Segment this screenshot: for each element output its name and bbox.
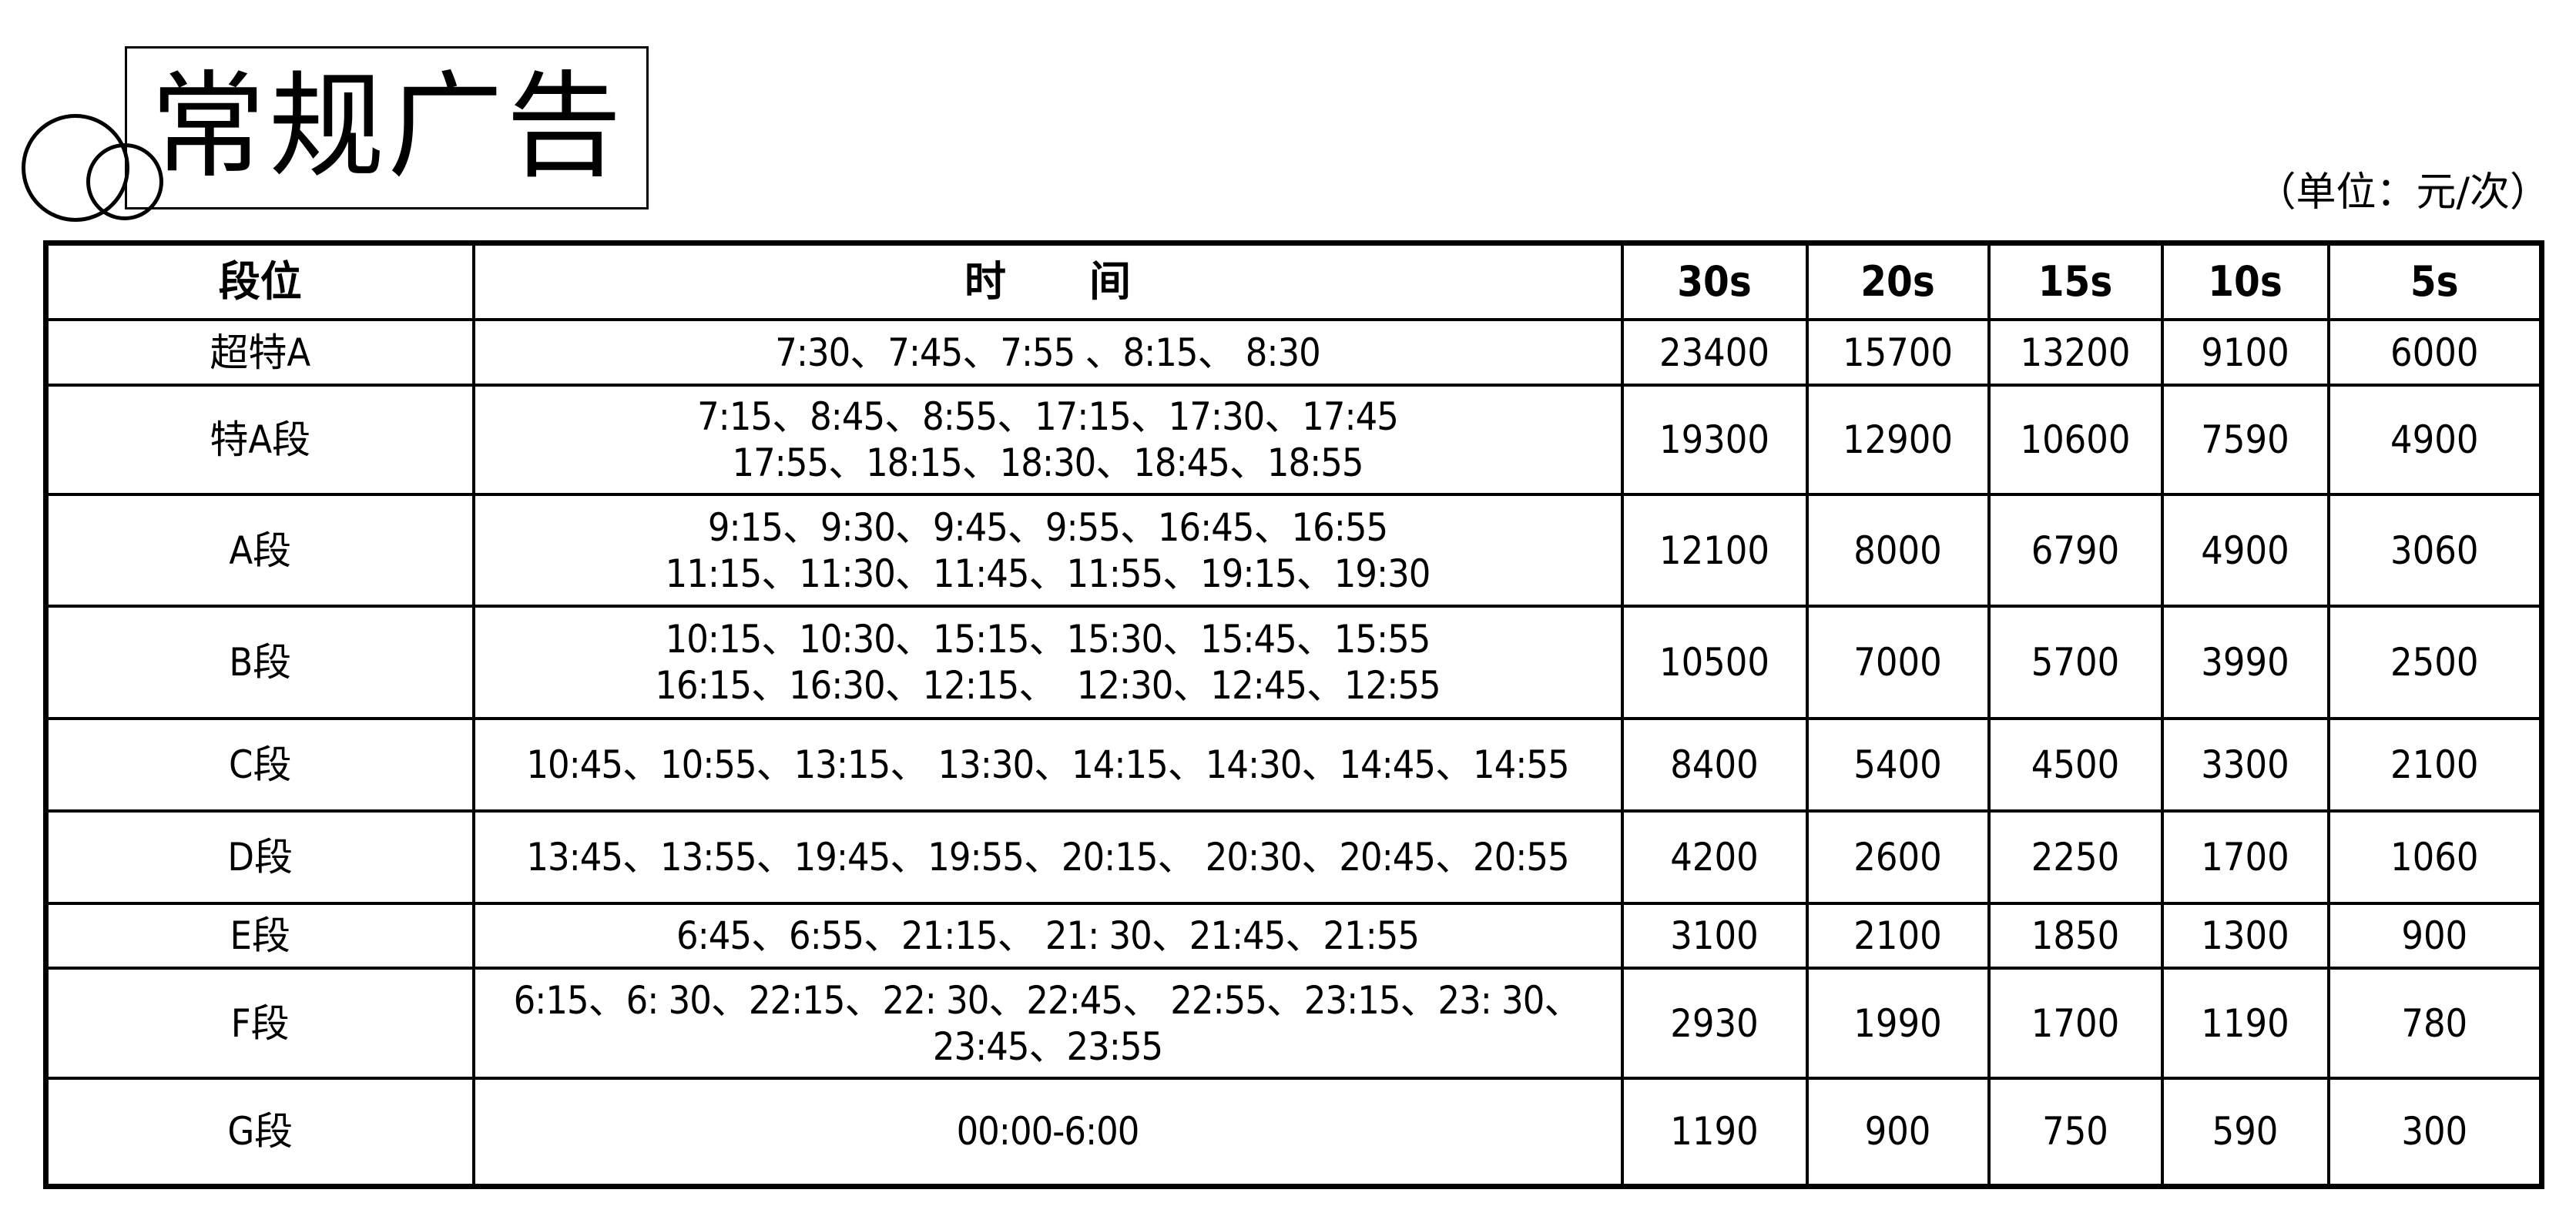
price-cell-5s: 6000 <box>2326 318 2544 387</box>
price-cell-5s: 2100 <box>2326 717 2544 813</box>
segment-cell: D段 <box>44 809 475 905</box>
unit-label: （单位：元/次） <box>2256 169 2550 216</box>
time-line: 7:15、8:45、8:55、17:15、17:30、17:45 <box>697 394 1399 439</box>
price-cell-30s: 1190 <box>1620 1077 1809 1188</box>
price-cell-10s: 1700 <box>2160 809 2330 905</box>
time-line: 10:45、10:55、13:15、 13:30、14:15、14:30、14:… <box>526 742 1569 787</box>
time-line: 6:15、6: 30、22:15、22: 30、22:45、 22:55、23:… <box>513 977 1583 1023</box>
time-line: 13:45、13:55、19:45、19:55、20:15、 20:30、20:… <box>526 835 1569 880</box>
price-cell-10s: 1190 <box>2160 967 2330 1080</box>
price-cell-5s: 1060 <box>2326 809 2544 905</box>
time-cell: 7:15、8:45、8:55、17:15、17:30、17:45 17:55、18… <box>471 384 1624 496</box>
table-row: G段 00:00-6:00 1190 900 750 590 300 <box>44 1077 2544 1188</box>
price-cell-30s: 12100 <box>1620 493 1809 608</box>
price-cell-15s: 2250 <box>1987 809 2164 905</box>
price-cell-30s: 10500 <box>1620 605 1809 720</box>
price-cell-20s: 5400 <box>1805 717 1991 813</box>
price-cell-10s: 3300 <box>2160 717 2330 813</box>
time-cell: 13:45、13:55、19:45、19:55、20:15、 20:30、20:… <box>471 809 1624 905</box>
time-line: 11:15、11:30、11:45、11:55、19:15、19:30 <box>665 551 1431 596</box>
segment-cell: A段 <box>44 493 475 608</box>
segment-cell: C段 <box>44 717 475 813</box>
price-cell-15s: 750 <box>1987 1077 2164 1188</box>
time-line: 17:55、18:15、18:30、18:45、18:55 <box>732 441 1363 485</box>
time-cell: 10:45、10:55、13:15、 13:30、14:15、14:30、14:… <box>471 717 1624 813</box>
price-cell-20s: 900 <box>1805 1077 1991 1188</box>
header-segment: 段位 <box>44 241 475 321</box>
table-row: C段 10:45、10:55、13:15、 13:30、14:15、14:30、1… <box>44 717 2544 813</box>
table-row: 特A段 7:15、8:45、8:55、17:15、17:30、17:45 17:55… <box>44 384 2544 496</box>
time-line: 23:45、23:55 <box>932 1024 1163 1069</box>
time-line: 6:45、6:55、21:15、 21: 30、21:45、21:55 <box>676 913 1420 958</box>
price-cell-10s: 3990 <box>2160 605 2330 720</box>
price-cell-30s: 4200 <box>1620 809 1809 905</box>
time-line: 7:30、7:45、7:55 、8:15、 8:30 <box>775 330 1321 375</box>
price-cell-20s: 2100 <box>1805 902 1991 970</box>
price-cell-20s: 2600 <box>1805 809 1991 905</box>
page-title: 常规广告 <box>150 60 626 194</box>
price-cell-15s: 5700 <box>1987 605 2164 720</box>
price-cell-15s: 10600 <box>1987 384 2164 496</box>
time-cell: 00:00-6:00 <box>471 1077 1624 1188</box>
time-line: 9:15、9:30、9:45、9:55、16:45、16:55 <box>707 504 1388 550</box>
price-cell-15s: 1850 <box>1987 902 2164 970</box>
header-15s: 15s <box>1987 241 2164 321</box>
price-cell-10s: 590 <box>2160 1077 2330 1188</box>
price-cell-20s: 7000 <box>1805 605 1991 720</box>
price-cell-5s: 300 <box>2326 1077 2544 1188</box>
segment-cell: G段 <box>44 1077 475 1188</box>
price-cell-20s: 15700 <box>1805 318 1991 387</box>
price-cell-10s: 1300 <box>2160 902 2330 970</box>
time-cell: 6:15、6: 30、22:15、22: 30、22:45、 22:55、23:… <box>471 967 1624 1080</box>
price-cell-5s: 900 <box>2326 902 2544 970</box>
time-cell: 10:15、10:30、15:15、15:30、15:45、15:55 16:15… <box>471 605 1624 720</box>
price-cell-15s: 1700 <box>1987 967 2164 1080</box>
segment-cell: F段 <box>44 967 475 1080</box>
price-cell-10s: 7590 <box>2160 384 2330 496</box>
time-cell: 9:15、9:30、9:45、9:55、16:45、16:55 11:15、11:… <box>471 493 1624 608</box>
time-line: 16:15、16:30、12:15、 12:30、12:45、12:55 <box>655 663 1441 708</box>
price-cell-20s: 8000 <box>1805 493 1991 608</box>
segment-cell: 超特A <box>44 318 475 387</box>
price-cell-5s: 3060 <box>2326 493 2544 608</box>
table-header-row: 段位 时 间 30s 20s 15s 10s 5s <box>44 241 2544 321</box>
price-cell-30s: 23400 <box>1620 318 1809 387</box>
price-cell-5s: 4900 <box>2326 384 2544 496</box>
price-cell-5s: 780 <box>2326 967 2544 1080</box>
price-cell-15s: 4500 <box>1987 717 2164 813</box>
price-cell-30s: 19300 <box>1620 384 1809 496</box>
time-line: 10:15、10:30、15:15、15:30、15:45、15:55 <box>665 617 1431 662</box>
time-cell: 6:45、6:55、21:15、 21: 30、21:45、21:55 <box>471 902 1624 970</box>
segment-cell: E段 <box>44 902 475 970</box>
price-cell-20s: 12900 <box>1805 384 1991 496</box>
time-line: 00:00-6:00 <box>956 1109 1140 1154</box>
time-cell: 7:30、7:45、7:55 、8:15、 8:30 <box>471 318 1624 387</box>
table-row: F段 6:15、6: 30、22:15、22: 30、22:45、 22:55、2… <box>44 967 2544 1080</box>
segment-cell: B段 <box>44 605 475 720</box>
price-cell-5s: 2500 <box>2326 605 2544 720</box>
table-row: 超特A 7:30、7:45、7:55 、8:15、 8:30 23400 15700 1… <box>44 318 2544 387</box>
price-cell-20s: 1990 <box>1805 967 1991 1080</box>
decorative-circle-small <box>86 143 163 220</box>
price-cell-15s: 6790 <box>1987 493 2164 608</box>
price-cell-30s: 3100 <box>1620 902 1809 970</box>
segment-cell: 特A段 <box>44 384 475 496</box>
table-row: E段 6:45、6:55、21:15、 21: 30、21:45、21:55 310… <box>44 902 2544 970</box>
ad-price-table: 段位 时 间 30s 20s 15s 10s 5s 超特A 7:30、7:45、7… <box>43 240 2544 1189</box>
header-5s: 5s <box>2326 241 2544 321</box>
table-row: A段 9:15、9:30、9:45、9:55、16:45、16:55 11:15、1… <box>44 493 2544 608</box>
price-cell-10s: 9100 <box>2160 318 2330 387</box>
header-time: 时 间 <box>471 241 1624 321</box>
price-cell-10s: 4900 <box>2160 493 2330 608</box>
header-30s: 30s <box>1620 241 1809 321</box>
title-box: 常规广告 <box>125 46 649 209</box>
price-cell-30s: 8400 <box>1620 717 1809 813</box>
header-10s: 10s <box>2160 241 2330 321</box>
price-cell-15s: 13200 <box>1987 318 2164 387</box>
table-row: B段 10:15、10:30、15:15、15:30、15:45、15:55 16:… <box>44 605 2544 720</box>
header-20s: 20s <box>1805 241 1991 321</box>
table-row: D段 13:45、13:55、19:45、19:55、20:15、 20:30、2… <box>44 809 2544 905</box>
price-cell-30s: 2930 <box>1620 967 1809 1080</box>
